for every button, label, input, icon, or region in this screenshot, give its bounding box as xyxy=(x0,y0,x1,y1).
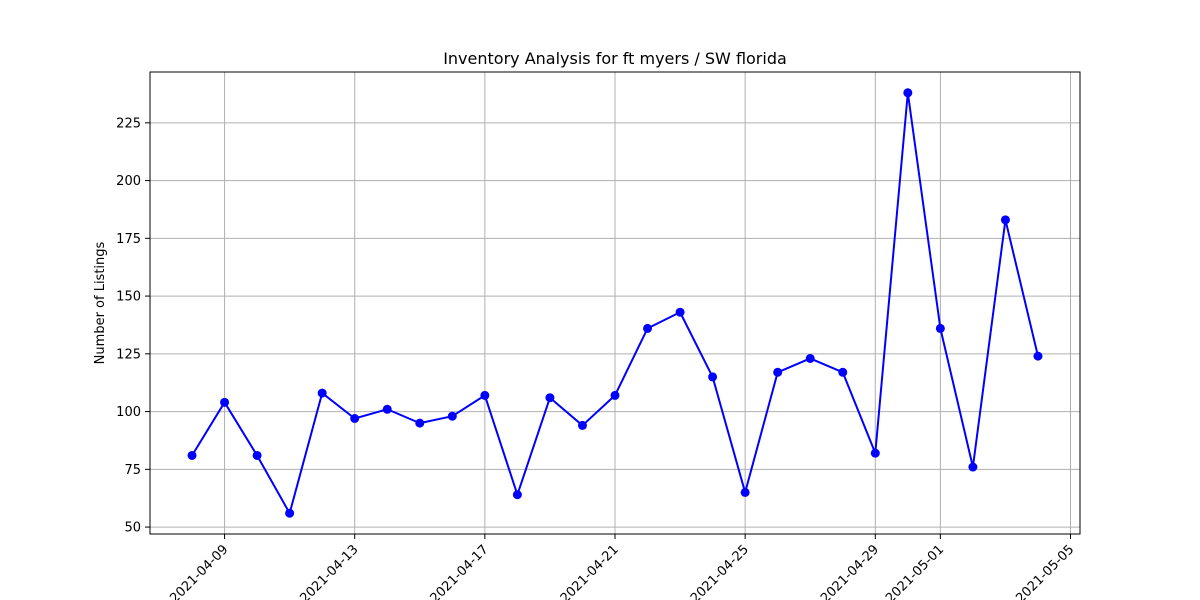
x-tick-label: 2021-05-05 xyxy=(1013,542,1077,600)
data-point xyxy=(350,414,360,423)
data-point xyxy=(935,323,945,333)
data-point xyxy=(643,323,653,333)
data-point xyxy=(773,367,783,377)
x-tick-label: 2021-04-09 xyxy=(167,542,231,600)
data-point xyxy=(545,393,555,403)
x-tick-label: 2021-04-29 xyxy=(818,542,882,600)
y-tick-label: 200 xyxy=(116,174,141,189)
data-point xyxy=(708,372,718,382)
chart-title: Inventory Analysis for ft myers / SW flo… xyxy=(443,49,787,68)
y-axis-title: Number of Listings xyxy=(93,241,108,364)
data-point xyxy=(480,390,490,400)
data-point xyxy=(1033,351,1043,361)
x-tick-label: 2021-04-25 xyxy=(688,542,752,600)
data-point xyxy=(382,404,392,414)
data-point xyxy=(805,353,815,363)
grid-lines xyxy=(150,72,1080,534)
data-point xyxy=(317,388,327,398)
y-tick-label: 75 xyxy=(124,463,141,478)
y-tick-label: 225 xyxy=(116,116,141,131)
data-point xyxy=(1000,215,1010,225)
x-tick-label: 2021-04-21 xyxy=(558,542,622,600)
data-point xyxy=(903,88,913,98)
data-point xyxy=(577,420,587,430)
y-tick-label: 100 xyxy=(116,405,141,420)
data-point xyxy=(512,490,522,500)
x-tick-label: 2021-04-13 xyxy=(297,542,361,600)
data-point xyxy=(610,390,620,400)
data-point xyxy=(838,367,848,377)
data-point xyxy=(740,487,750,497)
y-tick-label: 175 xyxy=(116,232,141,247)
data-point xyxy=(252,450,262,460)
data-point xyxy=(285,508,295,518)
y-tick-label: 50 xyxy=(124,521,141,536)
data-point xyxy=(447,411,457,421)
data-series xyxy=(187,88,1043,518)
data-point xyxy=(187,450,197,460)
data-point xyxy=(968,462,978,472)
data-point xyxy=(870,448,880,458)
x-tick-label: 2021-04-17 xyxy=(428,542,492,600)
data-point xyxy=(220,397,230,407)
data-point xyxy=(415,418,425,428)
data-point xyxy=(675,307,685,317)
y-tick-label: 150 xyxy=(116,290,141,305)
x-tick-label: 2021-05-01 xyxy=(883,542,947,600)
y-tick-label: 125 xyxy=(116,347,141,362)
